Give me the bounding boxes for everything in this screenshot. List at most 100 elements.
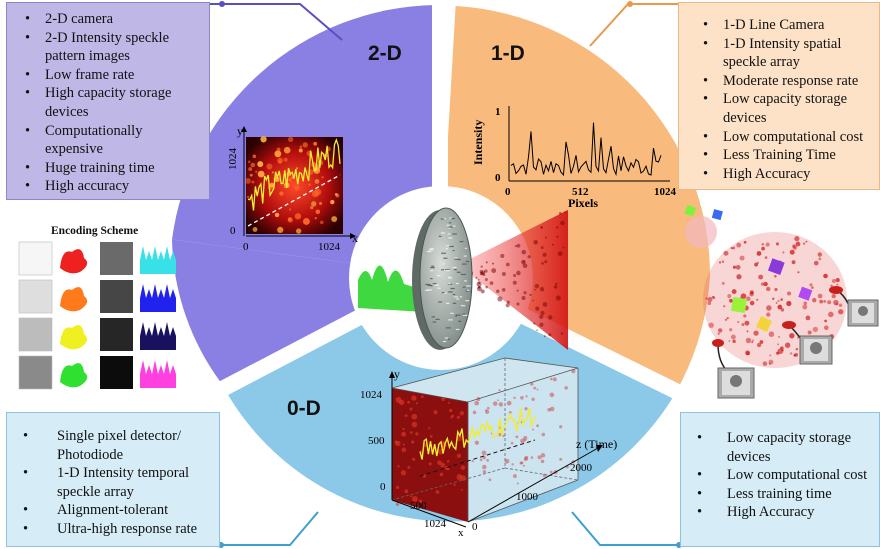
- detector-2: [782, 321, 833, 365]
- diffuser-grain: [453, 296, 459, 298]
- speckle: [777, 304, 783, 310]
- speckle: [831, 293, 836, 299]
- speckle: [794, 236, 800, 242]
- speckle: [480, 289, 485, 294]
- speckle: [735, 264, 741, 270]
- speckle: [736, 274, 742, 280]
- speckle: [803, 301, 808, 306]
- detector-3: [712, 339, 755, 399]
- diffuser-grain: [462, 314, 468, 317]
- speckle: [491, 262, 495, 265]
- speckle: [739, 255, 745, 261]
- speckle: [485, 409, 488, 412]
- speckle: [552, 377, 557, 382]
- speckle: [512, 474, 517, 478]
- speckle: [764, 256, 768, 260]
- speckle: [827, 300, 832, 305]
- speckle: [539, 322, 544, 327]
- speckle: [766, 312, 771, 317]
- speckle: [481, 270, 486, 275]
- speckle: [451, 414, 455, 418]
- speckle: [308, 183, 311, 186]
- diffuser-grain: [456, 282, 459, 285]
- speckle: [836, 283, 839, 286]
- speckle: [831, 279, 836, 284]
- plot-0d-speckles: [394, 369, 576, 507]
- speckle: [718, 261, 722, 264]
- speckle: [520, 461, 524, 465]
- speckle: [459, 411, 465, 416]
- title-0d: 0-D: [287, 397, 321, 420]
- plot-1d-xtick-0: 0: [505, 186, 511, 198]
- plot-1d-ytick-bottom: 0: [495, 172, 501, 184]
- speckle: [540, 453, 546, 458]
- plot-0d-dashed: [419, 439, 536, 477]
- diffuser-grain: [447, 237, 453, 239]
- box-0d-right-item: High Accuracy: [687, 503, 875, 522]
- speckle: [524, 439, 527, 442]
- speckle: [768, 359, 774, 365]
- encoding-gray-level-swatch: [18, 279, 53, 314]
- diffuser-grain: [464, 280, 467, 282]
- cube-purple: [767, 258, 785, 275]
- speckle: [533, 322, 536, 325]
- plot-0d-origin: 0: [472, 521, 478, 533]
- speckle: [795, 241, 801, 247]
- speckle: [768, 362, 772, 365]
- speckle: [768, 331, 775, 337]
- speckle: [741, 323, 745, 327]
- diffuser-grain: [453, 269, 457, 271]
- speckle: [516, 270, 521, 276]
- speckle: [395, 485, 400, 490]
- cube-lime: [730, 296, 748, 314]
- speckle: [307, 169, 314, 176]
- speckle: [246, 195, 250, 199]
- speckle: [516, 482, 519, 485]
- diffuser-grain: [441, 269, 444, 271]
- speckle: [541, 262, 544, 265]
- speckle: [496, 289, 500, 294]
- speckle: [775, 242, 780, 246]
- speckle: [556, 235, 559, 238]
- speckle: [553, 285, 558, 289]
- speckle: [486, 458, 489, 462]
- diffuser-grain: [448, 291, 453, 293]
- speckle: [759, 340, 764, 344]
- plot-2d-ytick-0: 0: [230, 225, 236, 237]
- speckle: [721, 260, 725, 263]
- diffuser-grain: [443, 292, 447, 294]
- speckle: [541, 432, 546, 437]
- speckle: [506, 400, 512, 406]
- speckle: [331, 216, 338, 222]
- speckle: [559, 457, 563, 461]
- speckle: [274, 150, 282, 158]
- plot-1d-xlabel: Pixels: [568, 196, 598, 210]
- speckle: [453, 483, 456, 486]
- speckle: [531, 397, 535, 401]
- diffuser-grain: [451, 217, 456, 220]
- speckle: [571, 369, 576, 374]
- plot-2d-ytick-1024: 1024: [227, 148, 239, 171]
- speckle: [491, 268, 497, 274]
- plot-0d-ytick-0: 0: [380, 481, 386, 493]
- speckle: [752, 339, 755, 342]
- speckle: [746, 330, 749, 333]
- speckle: [319, 201, 323, 205]
- plot-2d-diagonal: [247, 174, 341, 227]
- diffuser-grain: [442, 340, 447, 343]
- speckle: [407, 465, 411, 469]
- diffuser-grain: [458, 320, 462, 322]
- box-0d-left-item: 1-D Intensity temporal speckle array: [13, 464, 215, 501]
- speckle: [813, 260, 819, 266]
- speckle: [745, 350, 750, 356]
- diffuser-grain: [462, 313, 466, 315]
- diffuser-grain: [456, 271, 461, 273]
- speckle: [789, 333, 795, 339]
- speckle: [252, 154, 257, 159]
- speckle: [497, 296, 503, 302]
- speckle: [474, 440, 479, 445]
- box-2d-item: 2-D Intensity speckle pattern images: [15, 29, 203, 66]
- speckle: [756, 261, 759, 264]
- title-1d: 1-D: [491, 42, 525, 65]
- speckle: [475, 276, 478, 279]
